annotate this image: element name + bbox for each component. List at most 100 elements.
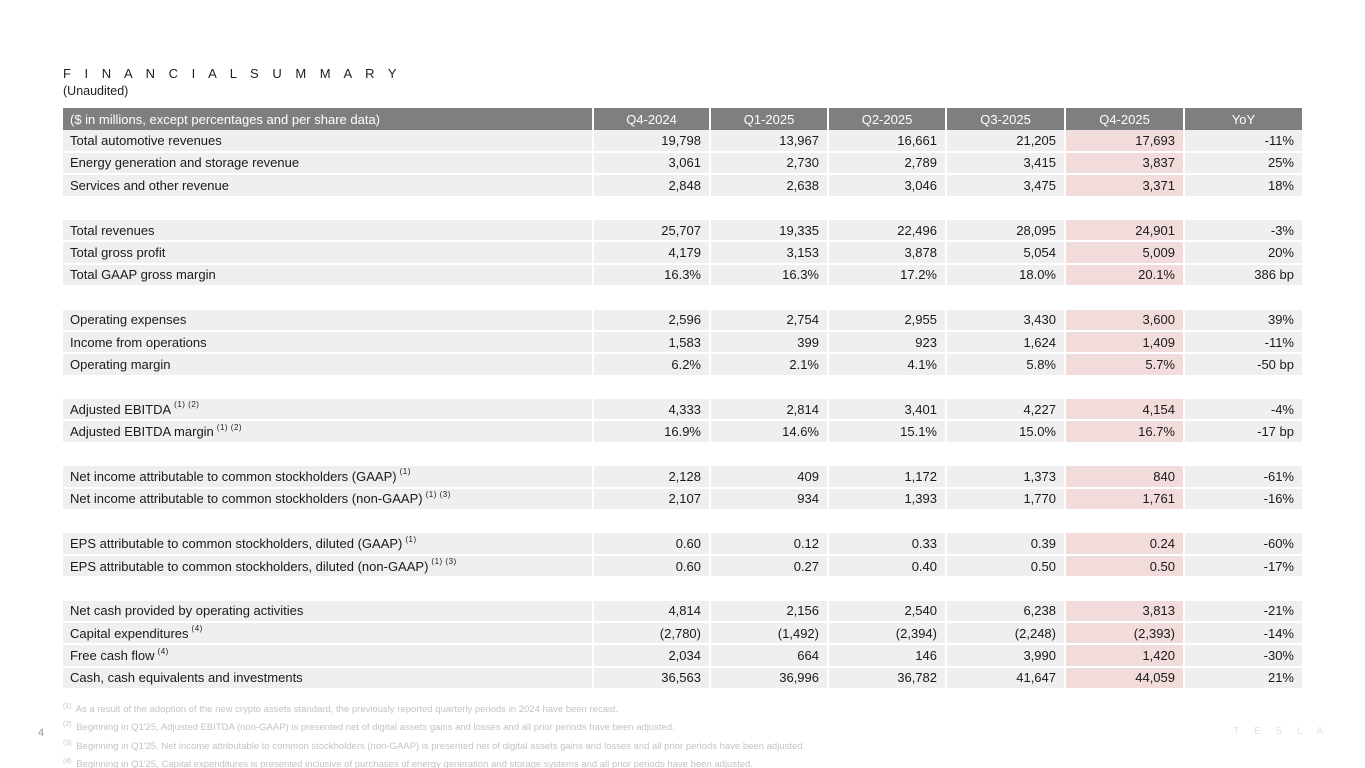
page-number: 4: [38, 727, 45, 739]
cell-value: 2,730: [709, 152, 827, 176]
cell-value: 17.2%: [827, 264, 945, 288]
cell-value: 14.6%: [709, 421, 827, 444]
spacer-row: [63, 443, 1302, 467]
cell-value: (1,492): [709, 622, 827, 646]
page-title: F I N A N C I A L S U M M A R Y: [63, 66, 402, 81]
cell-value: 22,496: [827, 219, 945, 243]
cell-value: 5,009: [1064, 242, 1183, 265]
cell-value: 664: [709, 645, 827, 668]
cell-value: 16.3%: [592, 264, 709, 288]
cell-value: 2,638: [709, 175, 827, 198]
financial-table: ($ in millions, except percentages and p…: [63, 108, 1302, 691]
footnote-marker: (1) (3): [431, 557, 457, 566]
footnote: (3) Beginning in Q1'25, Net income attri…: [63, 739, 806, 753]
cell-value: 19,798: [592, 130, 709, 153]
spacer-row: [63, 376, 1302, 400]
cell-value: 18%: [1183, 175, 1302, 198]
title-block: F I N A N C I A L S U M M A R Y (Unaudit…: [63, 66, 402, 98]
cell-value: -21%: [1183, 600, 1302, 623]
row-label: Capital expenditures (4): [63, 622, 592, 646]
footnote-marker: (4): [157, 646, 169, 656]
footnote-marker: (1) (2): [216, 422, 243, 432]
row-label: Cash, cash equivalents and investments: [63, 667, 592, 691]
table-header-row: ($ in millions, except percentages and p…: [63, 108, 1302, 131]
cell-value: 0.27: [709, 555, 827, 579]
column-header: Q4-2024: [592, 108, 709, 131]
cell-value: -60%: [1183, 533, 1302, 556]
cell-value: 2,128: [592, 466, 709, 489]
cell-value: 399: [709, 331, 827, 355]
cell-value: 3,371: [1064, 175, 1183, 198]
row-label: Services and other revenue: [63, 175, 592, 198]
table-row: Services and other revenue 2,848 2,638 3,04…: [63, 175, 1302, 198]
cell-value: 44,059: [1064, 667, 1183, 691]
spacer-row: [63, 197, 1302, 220]
cell-value: 6.2%: [592, 354, 709, 377]
row-label: EPS attributable to common stockholders,…: [63, 555, 592, 579]
row-label: Total GAAP gross margin: [63, 264, 592, 288]
cell-value: 0.50: [945, 555, 1064, 579]
cell-value: -4%: [1183, 399, 1302, 422]
cell-value: 39%: [1183, 309, 1302, 332]
cell-value: 3,475: [945, 175, 1064, 198]
row-label: EPS attributable to common stockholders,…: [63, 533, 592, 556]
table-row: Capital expenditures (4) (2,780) (1,492) (2,…: [63, 622, 1302, 646]
row-label: Adjusted EBITDA margin (1) (2): [63, 421, 592, 444]
tesla-logo: T E S L A: [1233, 726, 1329, 737]
row-label: Net income attributable to common stockh…: [63, 488, 592, 512]
cell-value: 21%: [1183, 667, 1302, 691]
cell-value: 16.3%: [709, 264, 827, 288]
footnote-marker: (1) (3): [425, 489, 451, 499]
row-label: Energy generation and storage revenue: [63, 152, 592, 176]
footnote-marker: (2): [63, 721, 72, 729]
cell-value: 0.60: [592, 555, 709, 579]
cell-value: 923: [827, 331, 945, 355]
cell-value: 3,837: [1064, 152, 1183, 176]
cell-value: 18.0%: [945, 264, 1064, 288]
footnote-marker: (1): [399, 467, 411, 477]
table-row: Energy generation and storage revenue 3,0…: [63, 152, 1302, 176]
cell-value: 6,238: [945, 600, 1064, 623]
cell-value: 3,415: [945, 152, 1064, 176]
cell-value: 41,647: [945, 667, 1064, 691]
cell-value: 1,172: [827, 466, 945, 489]
cell-value: 4,227: [945, 399, 1064, 422]
cell-value: 1,770: [945, 488, 1064, 512]
cell-value: 3,046: [827, 175, 945, 198]
cell-value: 0.33: [827, 533, 945, 556]
footnote-marker: (1) (2): [174, 400, 200, 410]
cell-value: 840: [1064, 466, 1183, 489]
cell-value: 2,156: [709, 600, 827, 623]
row-label: Net cash provided by operating activitie…: [63, 600, 592, 623]
cell-value: 1,373: [945, 466, 1064, 489]
row-label: Free cash flow (4): [63, 645, 592, 668]
cell-value: 3,153: [709, 242, 827, 265]
cell-value: 1,393: [827, 488, 945, 512]
cell-value: 19,335: [709, 219, 827, 243]
cell-value: -16%: [1183, 488, 1302, 512]
row-label: Operating margin: [63, 354, 592, 377]
table-row: Net income attributable to common stockh…: [63, 488, 1302, 512]
table-row: Adjusted EBITDA margin (1) (2) 16.9% 14.6% 1…: [63, 421, 1302, 444]
footnote-marker: (4): [191, 624, 203, 634]
cell-value: 409: [709, 466, 827, 489]
cell-value: 28,095: [945, 219, 1064, 243]
row-label: Net income attributable to common stockh…: [63, 466, 592, 489]
cell-value: 2,789: [827, 152, 945, 176]
cell-value: 1,761: [1064, 488, 1183, 512]
column-header-unit-label: ($ in millions, except percentages and p…: [63, 108, 592, 131]
column-header: Q3-2025: [945, 108, 1064, 131]
cell-value: 1,409: [1064, 331, 1183, 355]
cell-value: -17 bp: [1183, 421, 1302, 444]
row-label: Total revenues: [63, 219, 592, 243]
cell-value: 0.60: [592, 533, 709, 556]
table-row: Net cash provided by operating activitie…: [63, 600, 1302, 623]
column-header: Q1-2025: [709, 108, 827, 131]
cell-value: -30%: [1183, 645, 1302, 668]
table-row: Adjusted EBITDA (1) (2) 4,333 2,814 3,401 4,2…: [63, 399, 1302, 422]
cell-value: -14%: [1183, 622, 1302, 646]
footnote: (1) As a result of the adoption of the n…: [63, 703, 619, 716]
table-row: Operating margin 6.2% 2.1% 4.1% 5.8% 5.7% -50 …: [63, 354, 1302, 377]
cell-value: 2,754: [709, 309, 827, 332]
cell-value: 13,967: [709, 130, 827, 153]
